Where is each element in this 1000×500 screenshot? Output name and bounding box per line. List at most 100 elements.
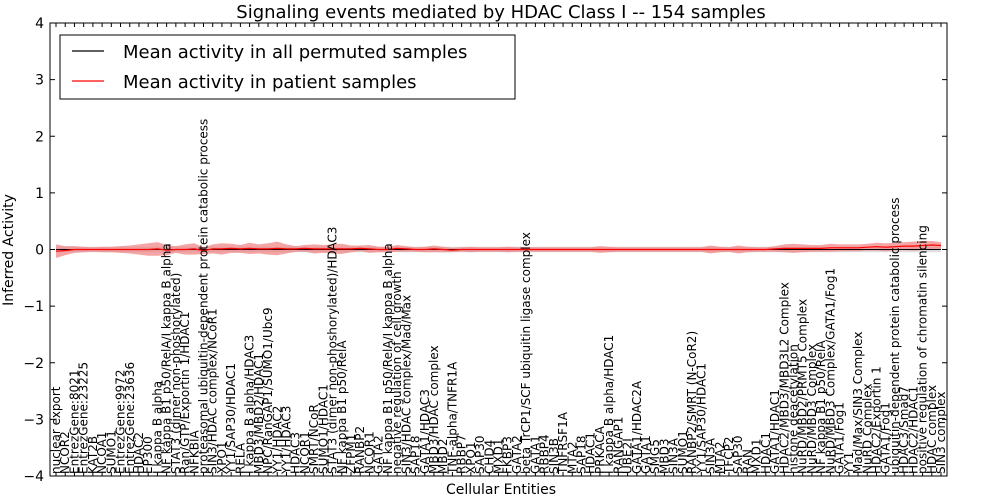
y-tick-label: 1	[35, 186, 44, 202]
x-tick-label: NCOR1	[298, 431, 312, 474]
x-tick-label: GATA1	[639, 435, 653, 474]
x-tick-label: GATA1/HDAC1	[768, 389, 782, 474]
patient-mean-line	[55, 244, 942, 252]
x-tick-label: ZFPM1	[344, 434, 358, 474]
x-tick-label: RBBP4	[538, 434, 552, 474]
x-tick-label: NF kappa B1 p50/RelA	[814, 340, 828, 474]
x-tick-label: MBD3	[657, 439, 671, 474]
x-tick-label: EP300	[141, 436, 155, 474]
chart-title: Signaling events mediated by HDAC Class …	[236, 2, 765, 23]
x-tick-label: NFKBIA	[187, 429, 201, 474]
x-tick-label: RANGAP1	[611, 417, 625, 474]
y-tick-label: −1	[23, 299, 44, 315]
legend-box	[59, 34, 516, 100]
y-tick-label: −2	[23, 356, 44, 372]
x-tick-label: MTA2	[713, 441, 727, 474]
x-tick-label: SMG5	[648, 439, 662, 474]
x-tick-label: SUMO1/HDAC1	[316, 384, 330, 474]
x-tick-label: XPO1	[464, 441, 478, 474]
x-tick-label: EntrezGene:8021	[67, 370, 81, 475]
x-tick-label: HDAC3/Smad7	[897, 386, 911, 474]
x-tick-label: NCOA1	[95, 432, 109, 474]
x-tick-label: MBD2	[436, 439, 450, 474]
x-tick-label: HDAC2/MBD3/MBD3L2 Complex	[777, 282, 791, 474]
x-tick-label: NF kappa B1 p50/RelA/I kappa B alpha	[381, 243, 395, 474]
x-tick-label: RELA	[233, 442, 247, 474]
x-tick-label: beta TrCP1/SCF ubiquitin ligase complex	[519, 232, 533, 474]
x-tick-label: STAT3 (dimer non-phoshorylated)/HDAC3	[326, 227, 340, 474]
x-tick-label: NCOR1	[362, 431, 376, 474]
y-axis-label: Inferred Activity	[1, 194, 17, 306]
x-tick-label: NuRD/MBD2/PRMT5 Complex	[796, 299, 810, 474]
y-tick-label: −3	[23, 412, 44, 428]
x-tick-label: MBD3/MBD2/HDAC1	[252, 353, 266, 474]
x-tick-label: ubiquitin-dependent protein catabolic pr…	[888, 198, 902, 474]
x-tick-label: MTA2	[565, 441, 579, 474]
x-tick-label: GATA1/HDAC3	[418, 389, 432, 474]
x-tick-label: KAT2B	[86, 436, 100, 474]
x-tick-label: PRKACA	[593, 425, 607, 474]
x-tick-label: SUMO1	[104, 430, 118, 474]
x-tick-label: MXD1	[492, 439, 506, 474]
x-tick-label: GATA1/HDAC2A	[630, 380, 644, 474]
x-tick-label: GATA2	[510, 435, 524, 474]
x-tick-label: HDAC3	[289, 432, 303, 474]
x-tick-label: NF kappa B1 p50/RelA	[335, 340, 349, 474]
x-tick-label: SIN3A	[667, 437, 681, 474]
x-tick-label: SIN3/HDAC complex/Mad/Max	[399, 295, 413, 474]
x-tick-label: histone deacetylation	[787, 344, 801, 474]
x-tick-label: positive regulation of chromatin silenci…	[916, 225, 930, 474]
x-tick-label: SIN3/HDAC complex/NCoR1	[206, 308, 220, 474]
x-tick-label: proteasomal ubiquitin-dependent protein …	[197, 119, 211, 474]
x-tick-label: YY1/HDAC2	[270, 406, 284, 475]
x-tick-label: nuclear export	[49, 386, 63, 474]
x-tick-label: negative regulation of cell growth	[390, 271, 404, 474]
x-tick-label: YY1/SAP30/HDAC1	[224, 363, 238, 475]
x-tick-label: Mad/Max/SIN3 Complex	[851, 332, 865, 474]
x-tick-label: NuRD/MBD3 Complex/GATA1/Fog1	[823, 268, 837, 474]
x-axis-label: Cellular Entities	[446, 482, 556, 498]
x-tick-label: RANBP2/SMRT (N-CoR2)	[685, 331, 699, 474]
x-tick-label: HDAC2/Exportin 1	[870, 366, 884, 474]
x-tick-label: HDAC2/HDAC1	[906, 386, 920, 474]
x-tick-label: RBBP7	[455, 434, 469, 474]
y-tick-label: 3	[35, 73, 44, 89]
x-tick-label: GATA1	[528, 435, 542, 474]
x-tick-label: HDAC1	[584, 432, 598, 474]
x-tick-label: STAT3 (dimer non-phoshorylated)	[169, 273, 183, 474]
legend-label-patient: Mean activity in patient samples	[123, 72, 417, 93]
y-tick-label: 4	[35, 16, 44, 32]
x-tick-label: FKBP3	[501, 436, 515, 474]
x-tick-label: EntrezGene:23225	[77, 362, 91, 474]
x-tick-label: I kappa B alpha/HDAC1	[602, 335, 616, 474]
x-tick-label: YY1/SAP30/HDAC1	[694, 363, 708, 475]
x-tick-label: SAP18	[575, 435, 589, 474]
legend: Mean activity in all permuted samples Mea…	[59, 34, 516, 100]
x-tick-label: RAN	[740, 449, 754, 474]
x-tick-label: HDAC complex	[925, 385, 939, 474]
x-tick-label: MBD3/HDAC complex	[427, 345, 441, 474]
x-tick-label: NuRD/MBD3 Complex	[805, 344, 819, 474]
legend-label-permuted: Mean activity in all permuted samples	[123, 42, 467, 63]
y-tick-label: −4	[23, 469, 44, 485]
x-tick-label: TFCP2	[722, 437, 736, 475]
x-tick-label: YY1	[842, 452, 856, 475]
x-tick-label: TNF-alpha/TNFR1A	[445, 361, 459, 475]
x-tick-label: SUMO1	[676, 430, 690, 474]
x-tick-label: NPC/RanGAP1/SUMO1/Ubc9	[261, 307, 275, 474]
x-tick-label: UBE2I	[621, 438, 635, 474]
x-tick-label: RANBP2	[353, 426, 367, 474]
x-tick-label: GATA2	[372, 435, 386, 474]
x-tick-label: GATA1/Fog1	[879, 402, 893, 474]
x-tick-label: SAP18	[409, 435, 423, 474]
x-tick-label: EntrezGene:23636	[123, 362, 137, 474]
x-tick-label: HDAC2	[132, 432, 146, 474]
x-tick-label: GATA1/Fog1	[833, 402, 847, 474]
x-tick-label: MXD1	[750, 439, 764, 474]
x-tick-label: TNFRSF1A	[556, 411, 570, 475]
x-tick-label: HDAC1	[759, 432, 773, 474]
x-tick-label: I kappa B alpha/HDAC3	[243, 335, 257, 474]
x-tick-label: SIN3 complex	[934, 392, 948, 474]
x-tick-label: CHD4	[482, 440, 496, 474]
